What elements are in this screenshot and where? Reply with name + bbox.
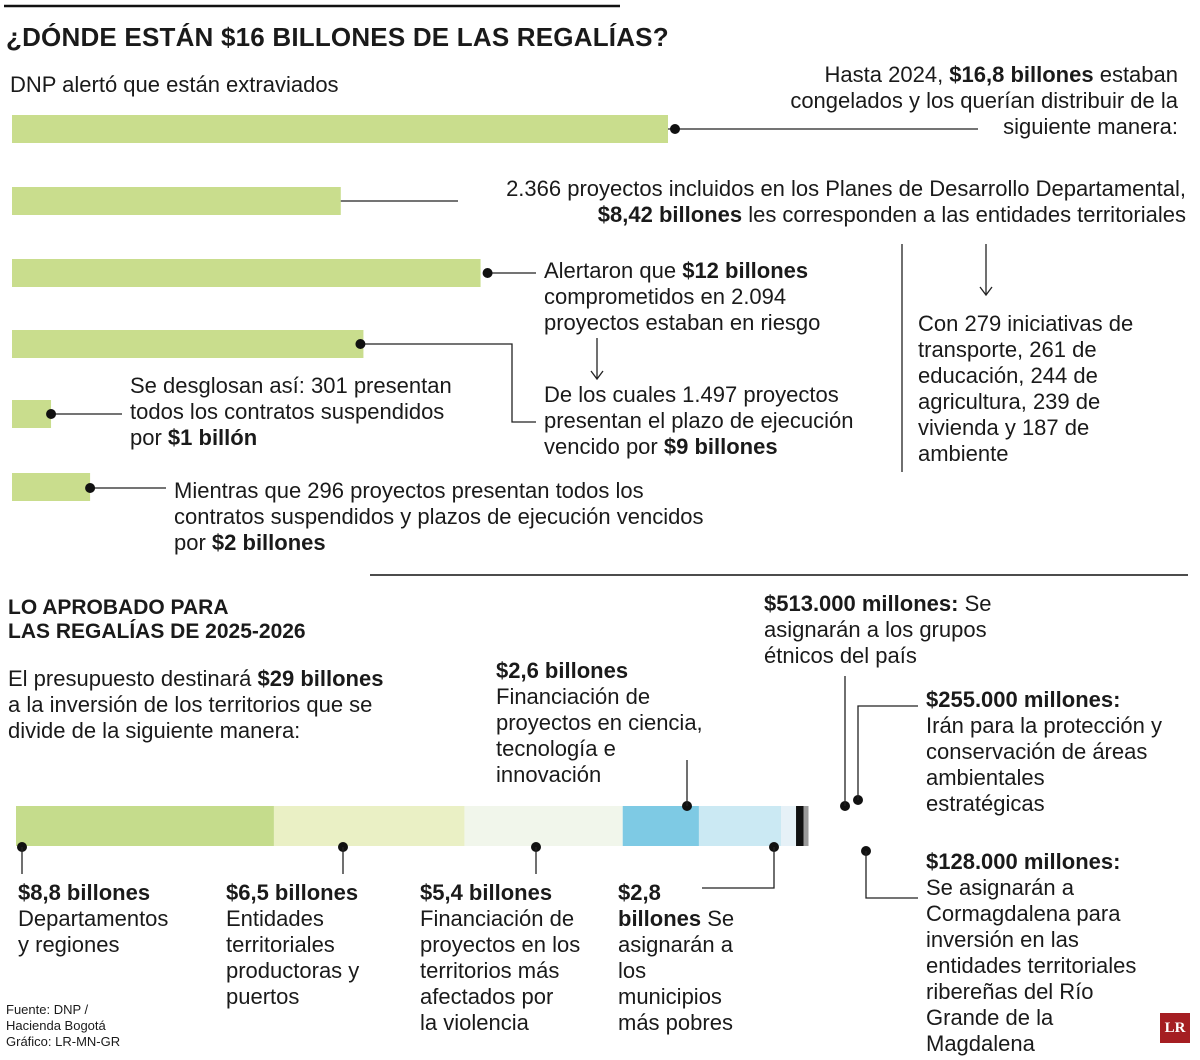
page-title: ¿DÓNDE ESTÁN $16 BILLONES DE LAS REGALÍA… [6,22,669,52]
label-violencia: $5,4 billones Financiación de proyectos … [420,880,581,1035]
note-ambos: Mientras que 296 proyectos presentan tod… [174,478,704,555]
segment-0 [16,806,274,846]
label-ambientales: $255.000 millones: Irán para la protecci… [926,687,1163,816]
bar-1 [12,187,341,215]
lr-logo: LR [1160,1013,1190,1043]
dot-vencido [355,339,366,349]
section2-title: LO APROBADO PARA LAS REGALÍAS DE 2025-20… [8,596,306,643]
segment-3 [622,806,699,846]
label-ciencia: $2,6 billones Financiación de proyectos … [496,658,703,787]
section2-intro: El presupuesto destinará $29 billones a … [8,666,384,743]
label-etnicos: $513.000 millones: Se asignarán a los gr… [764,591,992,668]
segment-6 [796,806,804,846]
leader-corm [865,851,918,899]
note-suspendidos: Se desglosan así: 301 presentan todos lo… [130,373,452,450]
arrowhead-riesgo [590,370,604,381]
source-note: Fuente: DNP / Hacienda Bogotá Gráfico: L… [6,1002,121,1049]
bar-4 [12,400,52,428]
dot-ambos [85,483,96,493]
dot-congelados [670,124,680,134]
bar-2 [12,259,481,287]
bar-5 [12,473,91,501]
label-cormagdalena: $128.000 millones: Se asignarán a Cormag… [926,849,1137,1056]
segment-2 [464,806,623,846]
note-congelados: Hasta 2024, $16,8 billones estaban conge… [790,62,1178,139]
leader-amb [857,705,918,800]
note-riesgo: Alertaron que $12 billones comprometidos… [544,258,821,335]
segment-4 [698,806,781,846]
section1-subtitle: DNP alertó que están extraviados [10,72,339,97]
bar-3 [12,330,364,358]
note-pdd: 2.366 proyectos incluidos en los Planes … [506,176,1186,227]
section2-leaders [17,676,918,899]
bar-0 [12,115,668,143]
label-municipios: $2,8 billones Se asignarán a los municip… [618,880,735,1035]
segment-7 [803,806,809,846]
leader-vencido [363,343,536,423]
label-departamentos: $8,8 billones Departamentos y regiones [18,880,169,957]
leader-mun [702,847,775,889]
segment-1 [273,806,465,846]
section2-stacked-bar [16,806,809,846]
dot-riesgo [482,268,493,278]
section1-leaders [46,124,993,493]
section1-bars [12,115,668,501]
arrowhead-pdd [979,286,993,297]
note-iniciativas: Con 279 iniciativas de transporte, 261 d… [918,311,1134,466]
segment-5 [781,806,797,846]
note-vencido: De los cuales 1.497 proyectos presentan … [544,382,854,459]
label-productoras: $6,5 billones Entidades territoriales pr… [226,880,360,1009]
dot-suspendidos [46,409,57,419]
